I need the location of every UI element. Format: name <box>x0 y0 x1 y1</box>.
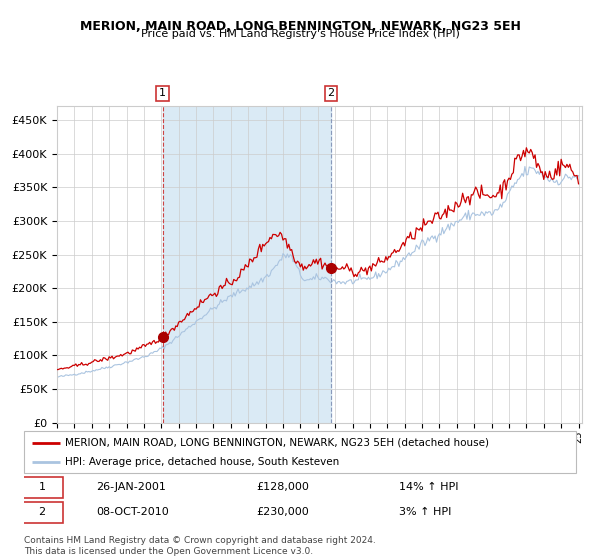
Text: Contains HM Land Registry data © Crown copyright and database right 2024.
This d: Contains HM Land Registry data © Crown c… <box>24 536 376 556</box>
Text: HPI: Average price, detached house, South Kesteven: HPI: Average price, detached house, Sout… <box>65 457 340 467</box>
Text: MERION, MAIN ROAD, LONG BENNINGTON, NEWARK, NG23 5EH (detached house): MERION, MAIN ROAD, LONG BENNINGTON, NEWA… <box>65 437 490 447</box>
Text: Price paid vs. HM Land Registry's House Price Index (HPI): Price paid vs. HM Land Registry's House … <box>140 29 460 39</box>
Text: MERION, MAIN ROAD, LONG BENNINGTON, NEWARK, NG23 5EH: MERION, MAIN ROAD, LONG BENNINGTON, NEWA… <box>80 20 520 32</box>
Text: 1: 1 <box>159 88 166 99</box>
FancyBboxPatch shape <box>21 477 62 498</box>
Text: £230,000: £230,000 <box>256 507 308 517</box>
FancyBboxPatch shape <box>21 502 62 522</box>
Text: 2: 2 <box>38 507 46 517</box>
Text: £128,000: £128,000 <box>256 482 309 492</box>
Text: 3% ↑ HPI: 3% ↑ HPI <box>400 507 452 517</box>
Text: 1: 1 <box>38 482 46 492</box>
Text: 08-OCT-2010: 08-OCT-2010 <box>96 507 169 517</box>
FancyBboxPatch shape <box>24 431 576 473</box>
Text: 14% ↑ HPI: 14% ↑ HPI <box>400 482 459 492</box>
Text: 26-JAN-2001: 26-JAN-2001 <box>96 482 166 492</box>
Text: 2: 2 <box>328 88 335 99</box>
Bar <box>163 106 331 423</box>
